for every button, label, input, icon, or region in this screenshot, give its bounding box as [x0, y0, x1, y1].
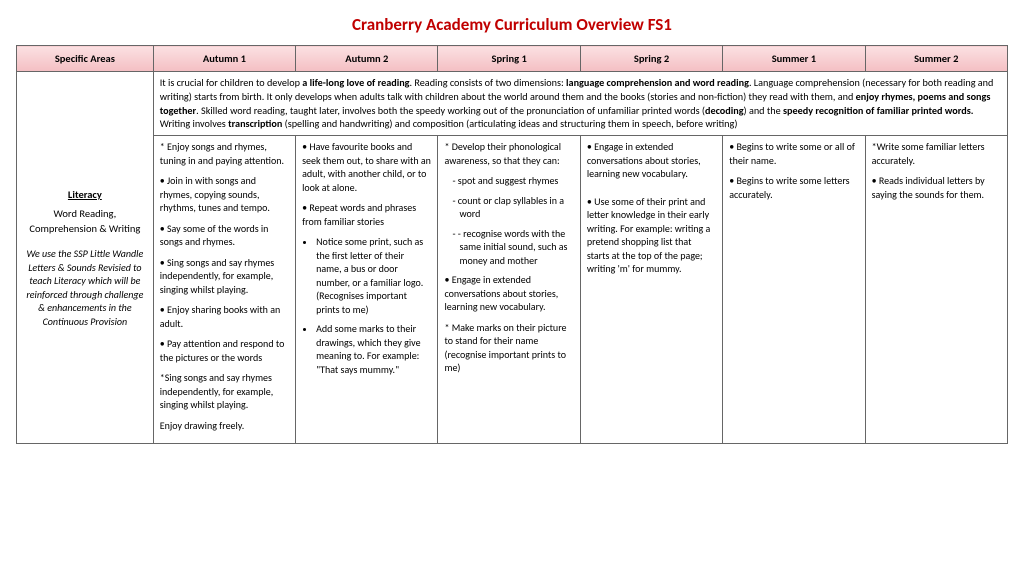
row-note: We use the SSP Little Wandle Letters & S… [23, 247, 147, 328]
table-header-row: Specific Areas Autumn 1 Autumn 2 Spring … [17, 46, 1008, 72]
col-specific-areas: Specific Areas [17, 46, 154, 72]
content-line: *Sing songs and say rhymes independently… [160, 371, 289, 412]
row-heading: Literacy [23, 187, 147, 203]
cell-summer1: • Begins to write some or all of their n… [723, 136, 865, 444]
content-line: - spot and suggest rhymes [452, 174, 573, 188]
content-line: *Write some familiar letters accurately. [872, 140, 1001, 167]
content-line: • Enjoy sharing books with an adult. [160, 303, 289, 330]
row-subheading: Word Reading, Comprehension & Writing [23, 206, 147, 238]
literacy-intro: It is crucial for children to develop a … [153, 72, 1007, 136]
content-line: • Begins to write some letters accuratel… [729, 174, 858, 201]
col-autumn1: Autumn 1 [153, 46, 295, 72]
content-line: • Begins to write some or all of their n… [729, 140, 858, 167]
cell-spring1: * Develop their phonological awareness, … [438, 136, 580, 444]
content-line: • Have favourite books and seek them out… [302, 140, 431, 194]
content-line: * Develop their phonological awareness, … [444, 140, 573, 167]
content-line: • Use some of their print and letter kno… [587, 195, 716, 276]
col-spring2: Spring 2 [580, 46, 722, 72]
content-line: - - recognise words with the same initia… [452, 227, 573, 268]
content-line: • Pay attention and respond to the pictu… [160, 337, 289, 364]
content-line: • Repeat words and phrases from familiar… [302, 201, 431, 228]
row-label-literacy: Literacy Word Reading, Comprehension & W… [17, 72, 154, 444]
content-line: • Sing songs and say rhymes independentl… [160, 256, 289, 297]
col-summer1: Summer 1 [723, 46, 865, 72]
content-line: • Engage in extended conversations about… [587, 140, 716, 181]
content-line: * Make marks on their picture to stand f… [444, 321, 573, 375]
col-autumn2: Autumn 2 [296, 46, 438, 72]
content-line: Enjoy drawing freely. [160, 419, 289, 433]
content-line: * Enjoy songs and rhymes, tuning in and … [160, 140, 289, 167]
content-line: • Engage in extended conversations about… [444, 273, 573, 314]
content-line: • Say some of the words in songs and rhy… [160, 222, 289, 249]
content-line: Add some marks to their drawings, which … [316, 322, 431, 376]
col-spring1: Spring 1 [438, 46, 580, 72]
content-line: • Reads individual letters by saying the… [872, 174, 1001, 201]
cell-autumn1: * Enjoy songs and rhymes, tuning in and … [153, 136, 295, 444]
content-line: - count or clap syllables in a word [452, 194, 573, 221]
cell-autumn2: • Have favourite books and seek them out… [296, 136, 438, 444]
content-line: • Join in with songs and rhymes, copying… [160, 174, 289, 215]
content-line: Notice some print, such as the first let… [316, 235, 431, 316]
cell-spring2: • Engage in extended conversations about… [580, 136, 722, 444]
cell-summer2: *Write some familiar letters accurately.… [865, 136, 1007, 444]
col-summer2: Summer 2 [865, 46, 1007, 72]
curriculum-table: Specific Areas Autumn 1 Autumn 2 Spring … [16, 45, 1008, 444]
page-title: Cranberry Academy Curriculum Overview FS… [16, 14, 1008, 35]
